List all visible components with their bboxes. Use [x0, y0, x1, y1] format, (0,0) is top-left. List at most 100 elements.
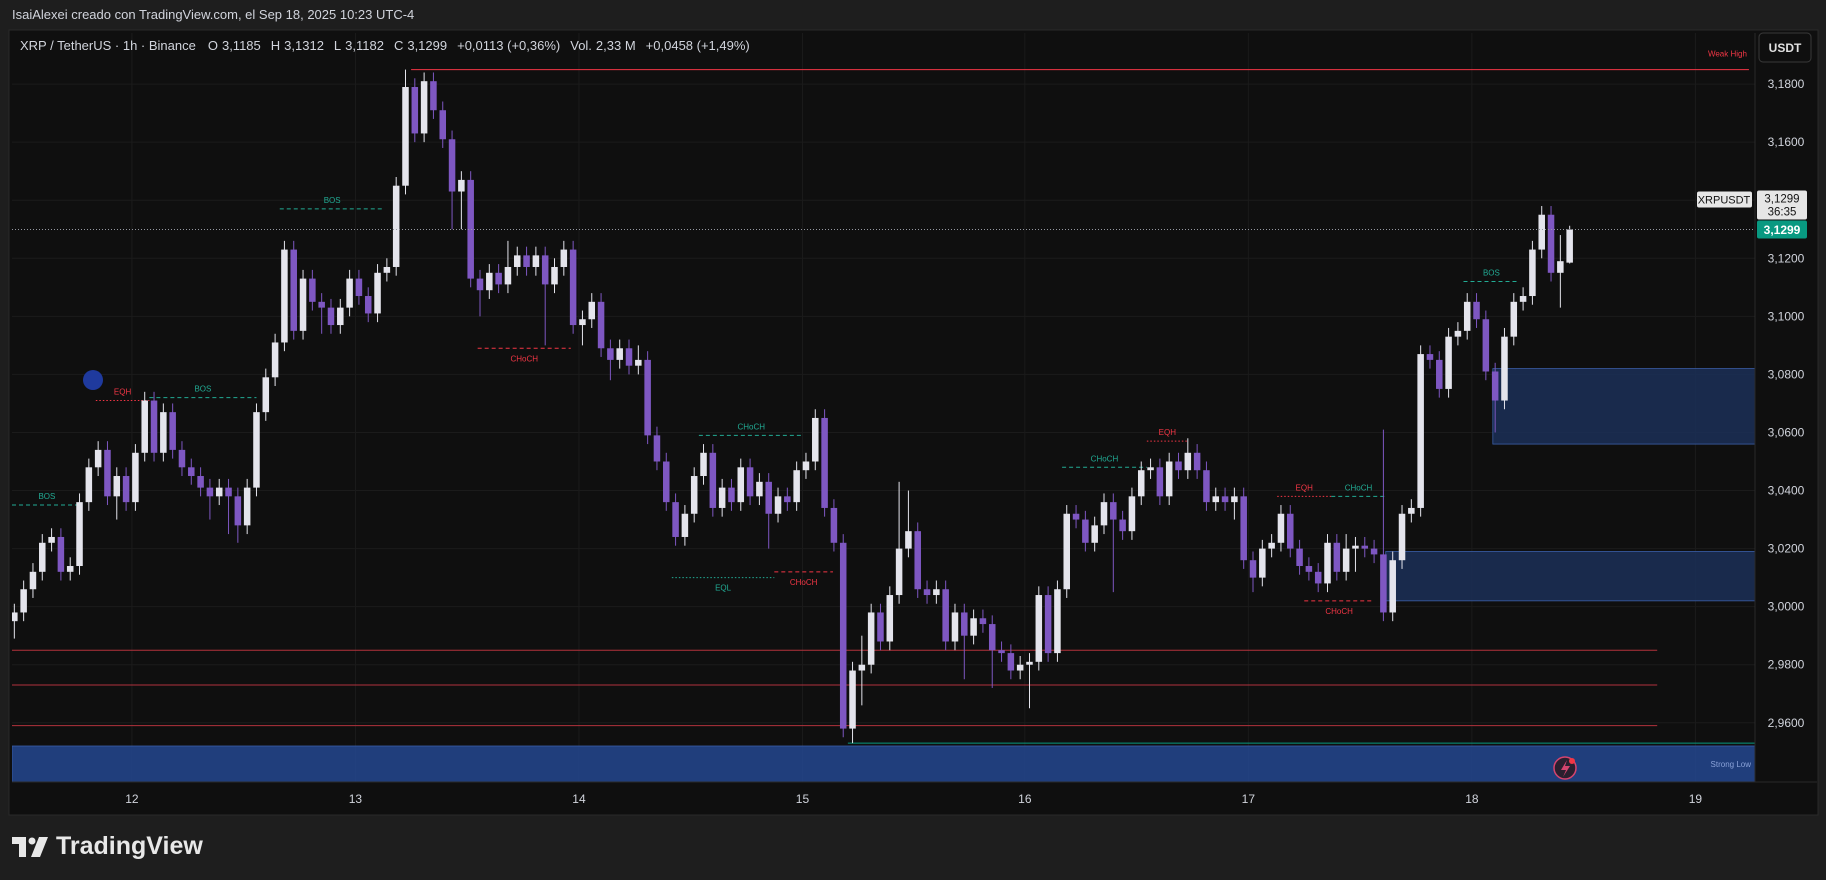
structure-label: CHoCH — [510, 354, 538, 363]
candle-body — [541, 255, 549, 285]
candle-body — [1482, 319, 1490, 372]
legend-value: 3,1299 — [407, 38, 448, 53]
zone-label: Strong Low — [1711, 760, 1752, 769]
candle-body — [951, 612, 959, 642]
legend-change: +0,0458 (+1,49%) — [645, 38, 750, 53]
alert-icon[interactable] — [83, 370, 103, 390]
candle-body — [234, 496, 242, 526]
candle-body — [1026, 661, 1033, 665]
candle-body — [765, 481, 772, 514]
candle-body — [1426, 354, 1434, 360]
candle-body — [1016, 664, 1024, 671]
candle-body — [20, 589, 27, 613]
structure-label: CHoCH — [1325, 607, 1353, 616]
y-tick-label: 3,0200 — [1768, 542, 1805, 556]
candle-body — [1389, 560, 1396, 613]
candle-body — [1203, 470, 1210, 503]
candle-body — [327, 307, 335, 326]
structure-label: CHoCH — [737, 422, 765, 431]
candle-body — [225, 487, 232, 497]
candle-body — [588, 301, 596, 320]
candle-body — [1547, 214, 1555, 273]
candle-body — [1249, 560, 1257, 578]
structure-label: BOS — [194, 385, 211, 394]
candle-body — [495, 272, 502, 285]
candle-body — [1296, 548, 1303, 567]
candle-body — [635, 359, 642, 366]
y-tick-label: 3,1000 — [1768, 309, 1805, 323]
candle-body — [420, 81, 428, 134]
candle-body — [867, 612, 875, 665]
candle-body — [961, 612, 968, 636]
candle-body — [141, 400, 148, 453]
candle-body — [1277, 513, 1285, 543]
replay-icon[interactable] — [1553, 756, 1577, 780]
candle-body — [737, 467, 745, 503]
candle-body — [197, 476, 204, 488]
candle-body — [821, 417, 828, 508]
candle-body — [122, 476, 130, 503]
zone — [1385, 551, 1755, 602]
candle-body — [1519, 296, 1527, 302]
candle-body — [262, 377, 270, 413]
candle-body — [1212, 496, 1220, 503]
candle-body — [215, 487, 223, 497]
candle-body — [29, 571, 37, 590]
candle-body — [243, 487, 251, 526]
candle-body — [1007, 653, 1015, 671]
candle-body — [998, 650, 1005, 654]
candle-body — [1268, 542, 1275, 549]
candle-body — [1529, 249, 1536, 297]
candle-body — [802, 461, 810, 471]
candle-body — [392, 185, 400, 267]
x-tick-label: 18 — [1465, 792, 1479, 806]
candle-body — [905, 531, 912, 549]
candle-body — [1436, 359, 1443, 389]
candle-body — [1147, 467, 1154, 471]
candle-body — [663, 461, 670, 503]
candle-body — [253, 412, 260, 488]
candle-body — [523, 255, 530, 267]
candle-body — [1259, 548, 1266, 578]
candle-body — [1044, 595, 1052, 654]
y-tick-label: 3,1600 — [1768, 135, 1805, 149]
currency-button[interactable] — [1758, 32, 1812, 63]
candle-body — [1110, 502, 1117, 520]
candle-body — [439, 110, 447, 140]
candle-body — [1035, 595, 1043, 662]
candle-body — [281, 249, 288, 343]
candle-body — [774, 496, 782, 514]
candle-body — [48, 536, 55, 543]
candle-body — [1082, 519, 1089, 543]
candle-body — [178, 449, 186, 468]
candle-body — [839, 542, 847, 729]
candle-body — [1063, 513, 1071, 590]
candle-body — [1408, 507, 1415, 514]
legend-label: O — [207, 38, 218, 53]
candle-body — [1417, 354, 1424, 508]
candle-body — [1287, 513, 1294, 549]
symbol-tag-box — [1697, 191, 1752, 208]
candle-body — [271, 342, 279, 378]
currency-label: USDT — [1769, 41, 1802, 55]
candle-body — [970, 618, 977, 636]
candle-body — [337, 307, 344, 326]
structure-label: CHoCH — [1091, 454, 1119, 463]
countdown: 36:35 — [1768, 207, 1797, 219]
structure-label: CHoCH — [1345, 483, 1373, 492]
candle-body — [76, 502, 83, 567]
legend-label: C — [393, 38, 404, 53]
candle-body — [448, 139, 456, 192]
structure-label: BOS — [324, 196, 341, 205]
candle-body — [169, 412, 176, 450]
candle-body — [430, 81, 437, 111]
candle-body — [1510, 301, 1518, 337]
candle-body — [1231, 496, 1238, 503]
level-label: Weak High — [1708, 50, 1747, 59]
last-price-label: 3,1299 — [1764, 223, 1801, 237]
candle-body — [914, 531, 921, 590]
candle-body — [132, 452, 139, 503]
candle-body — [895, 548, 903, 596]
candle-body — [1557, 261, 1564, 273]
